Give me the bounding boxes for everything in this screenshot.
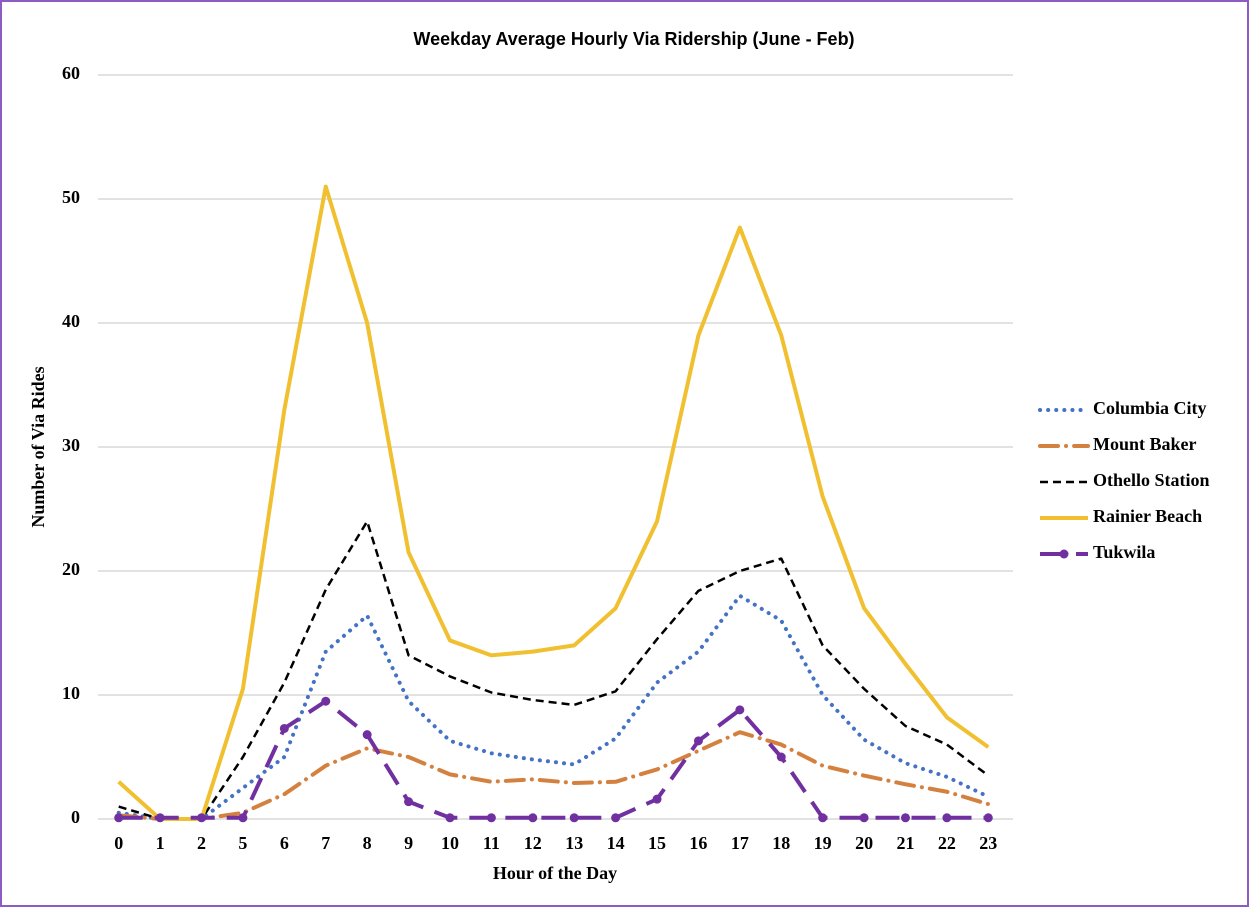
y-tick-label: 50: [62, 187, 80, 207]
point: [404, 797, 414, 807]
x-axis-label: Hour of the Day: [493, 863, 617, 883]
point: [900, 813, 910, 823]
x-tick-label: 23: [979, 833, 997, 853]
series-line: [117, 184, 990, 821]
x-tick-label: 9: [404, 833, 413, 853]
legend-label: Rainier Beach: [1093, 506, 1202, 526]
x-tick-label: 1: [156, 833, 165, 853]
point: [693, 736, 703, 746]
x-tick-label: 8: [363, 833, 372, 853]
legend-label: Mount Baker: [1093, 434, 1197, 454]
y-tick-label: 0: [71, 807, 80, 827]
x-tick-label: 16: [689, 833, 707, 853]
x-tick-label: 11: [483, 833, 500, 853]
point: [114, 813, 124, 823]
y-tick-label: 10: [62, 683, 80, 703]
x-tick-label: 21: [896, 833, 914, 853]
chart-title: Weekday Average Hourly Via Ridership (Ju…: [413, 29, 854, 49]
y-tick-label: 40: [62, 311, 80, 331]
series-line: [116, 730, 991, 821]
x-tick-label: 7: [321, 833, 330, 853]
y-axis-label: Number of Via Rides: [28, 366, 48, 527]
x-tick-label: 17: [731, 833, 749, 853]
point: [321, 696, 331, 706]
y-tick-label: 30: [62, 435, 80, 455]
point: [155, 813, 165, 823]
point: [528, 813, 538, 823]
point: [279, 723, 289, 733]
y-tick-label: 60: [62, 63, 80, 83]
x-tick-label: 5: [238, 833, 247, 853]
point: [445, 813, 455, 823]
y-tick-label: 20: [62, 559, 80, 579]
x-tick-label: 6: [280, 833, 289, 853]
x-tick-label: 0: [114, 833, 123, 853]
point: [735, 705, 745, 715]
point: [652, 794, 662, 804]
x-tick-label: 15: [648, 833, 666, 853]
series-line: [116, 593, 991, 821]
point: [197, 813, 207, 823]
point: [611, 813, 621, 823]
point: [362, 730, 372, 740]
x-tick-label: 12: [524, 833, 542, 853]
series-line: [118, 520, 990, 821]
point: [238, 813, 248, 823]
legend-label: Tukwila: [1093, 542, 1155, 562]
series-line: [118, 699, 989, 820]
x-tick-label: 13: [565, 833, 583, 853]
x-tick-label: 22: [938, 833, 956, 853]
legend-label: Othello Station: [1093, 470, 1210, 490]
x-tick-label: 14: [607, 833, 625, 853]
point: [818, 813, 828, 823]
point: [569, 813, 579, 823]
legend-label: Columbia City: [1093, 398, 1207, 418]
legend-marker: [1059, 549, 1069, 559]
x-tick-label: 10: [441, 833, 459, 853]
x-tick-label: 19: [814, 833, 832, 853]
point: [486, 813, 496, 823]
point: [776, 752, 786, 762]
x-tick-label: 18: [772, 833, 790, 853]
x-tick-label: 20: [855, 833, 873, 853]
point: [859, 813, 869, 823]
x-tick-label: 2: [197, 833, 206, 853]
point: [942, 813, 952, 823]
point: [983, 813, 993, 823]
